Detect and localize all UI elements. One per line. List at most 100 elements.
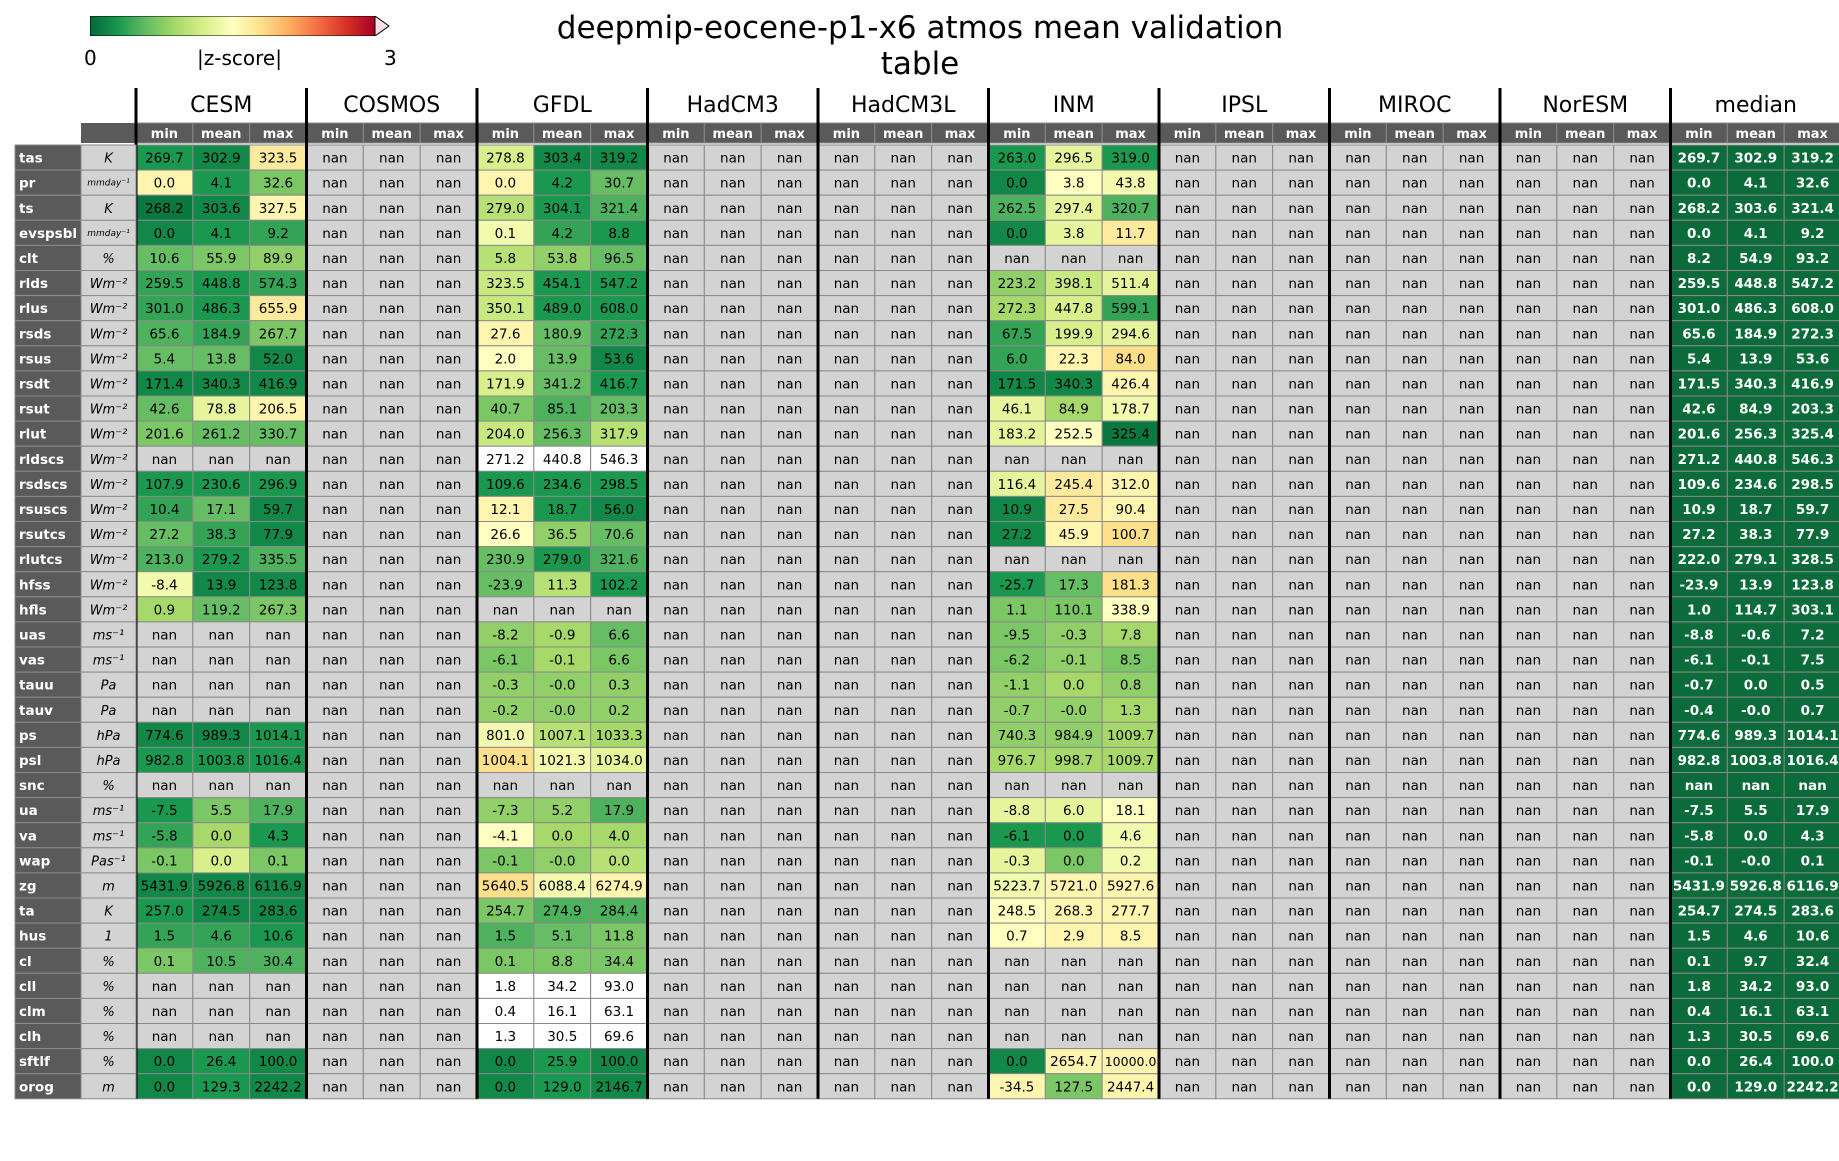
cell-value: -1.1 — [1004, 678, 1030, 694]
cell-value: -0.1 — [549, 653, 575, 669]
table-cell — [306, 370, 364, 397]
cell-value: nan — [947, 1079, 972, 1095]
cell-value: nan — [777, 176, 802, 192]
cell-value: nan — [720, 577, 745, 593]
table-cell — [135, 872, 194, 899]
cell-value: 171.5 — [1678, 376, 1721, 392]
table-cell — [533, 797, 592, 824]
cell-value: 230.9 — [486, 552, 525, 568]
cell-value: nan — [663, 1004, 688, 1020]
cell-value: nan — [1573, 904, 1598, 920]
cell-value: nan — [947, 151, 972, 167]
cell-value: nan — [1004, 979, 1029, 995]
cell-value: nan — [834, 878, 859, 894]
cell-value: 17.3 — [1059, 577, 1089, 593]
cell-value: nan — [1345, 878, 1370, 894]
cell-value: nan — [322, 803, 347, 819]
cell-value: 2.0 — [495, 351, 516, 367]
cell-value: nan — [1288, 376, 1313, 392]
cell-value: 4.1 — [1744, 226, 1768, 242]
cell-value: nan — [1402, 678, 1427, 694]
cell-value: 0.0 — [495, 1054, 516, 1070]
cell-value: 0.7 — [1801, 703, 1825, 719]
table-cell — [362, 872, 421, 899]
table-cell — [419, 420, 478, 447]
table-cell — [533, 696, 592, 723]
cell-value: nan — [663, 402, 688, 418]
cell-value: nan — [1742, 778, 1770, 794]
cell-value: nan — [891, 627, 916, 643]
cell-value: nan — [1345, 753, 1370, 769]
cell-value: nan — [891, 979, 916, 995]
cell-value: nan — [834, 1079, 859, 1095]
cell-value: nan — [1288, 301, 1313, 317]
cell-value: nan — [322, 627, 347, 643]
cell-value: nan — [947, 552, 972, 568]
cell-value: 11.8 — [604, 929, 634, 945]
table-cell — [306, 470, 364, 497]
table-cell — [590, 395, 649, 422]
table-cell — [192, 721, 251, 748]
cell-value: nan — [834, 351, 859, 367]
cell-value: 26.4 — [1739, 1054, 1772, 1070]
cell-value: nan — [1232, 351, 1257, 367]
cell-value: nan — [1232, 703, 1257, 719]
row-label-rsus: rsus — [19, 351, 51, 367]
cell-value: 183.2 — [998, 427, 1037, 443]
cell-value: nan — [209, 703, 234, 719]
cell-value: nan — [891, 552, 916, 568]
cell-value: nan — [379, 878, 404, 894]
table-cell — [306, 345, 364, 372]
table-cell — [249, 571, 308, 598]
table-cell — [533, 621, 592, 648]
unit-label: % — [102, 1005, 114, 1020]
cell-value: nan — [1459, 828, 1484, 844]
cell-value: nan — [1402, 653, 1427, 669]
stat-header-min: min — [833, 127, 860, 142]
cell-value: nan — [1175, 753, 1200, 769]
cell-value: 10.6 — [149, 251, 179, 267]
cell-value: 303.4 — [543, 151, 582, 167]
cell-value: nan — [550, 778, 575, 794]
cell-value: 0.0 — [154, 1079, 175, 1095]
cell-value: nan — [947, 527, 972, 543]
cell-value: nan — [663, 351, 688, 367]
cell-value: 454.1 — [543, 276, 582, 292]
table-cell — [533, 219, 592, 246]
unit-label: Wm⁻² — [90, 603, 128, 618]
cell-value: 100.7 — [1111, 527, 1150, 543]
cell-value: nan — [1629, 703, 1654, 719]
stat-header-mean: mean — [713, 127, 753, 142]
cell-value: 4.0 — [608, 828, 629, 844]
cell-value: nan — [1573, 627, 1598, 643]
cell-value: 279.1 — [1734, 552, 1777, 568]
table-cell — [192, 696, 251, 723]
colorbar-extend-arrow — [374, 16, 390, 36]
cell-value: 0.0 — [1063, 828, 1084, 844]
table-cell — [306, 1073, 364, 1100]
cell-value: nan — [1573, 477, 1598, 493]
cell-value: nan — [379, 602, 404, 618]
cell-value: nan — [663, 803, 688, 819]
cell-value: 54.9 — [1739, 251, 1772, 267]
cell-value: nan — [1175, 351, 1200, 367]
cell-value: 114.7 — [1734, 602, 1777, 618]
cell-value: 5.1 — [552, 929, 573, 945]
cell-value: nan — [1175, 904, 1200, 920]
cell-value: nan — [834, 502, 859, 518]
cell-value: 53.6 — [604, 351, 634, 367]
cell-value: -0.4 — [1684, 703, 1714, 719]
cell-value: 13.9 — [206, 577, 236, 593]
cell-value: nan — [1288, 1004, 1313, 1020]
table-cell — [249, 244, 308, 271]
table-cell — [476, 696, 535, 723]
cell-value: 13.9 — [1739, 351, 1772, 367]
unit-label: % — [102, 1055, 114, 1070]
table-cell — [362, 521, 421, 548]
table-cell — [362, 847, 421, 874]
cell-value: nan — [1288, 502, 1313, 518]
table-cell — [362, 922, 421, 949]
cell-value: 0.1 — [495, 226, 516, 242]
cell-value: nan — [1629, 979, 1654, 995]
cell-value: nan — [1573, 929, 1598, 945]
